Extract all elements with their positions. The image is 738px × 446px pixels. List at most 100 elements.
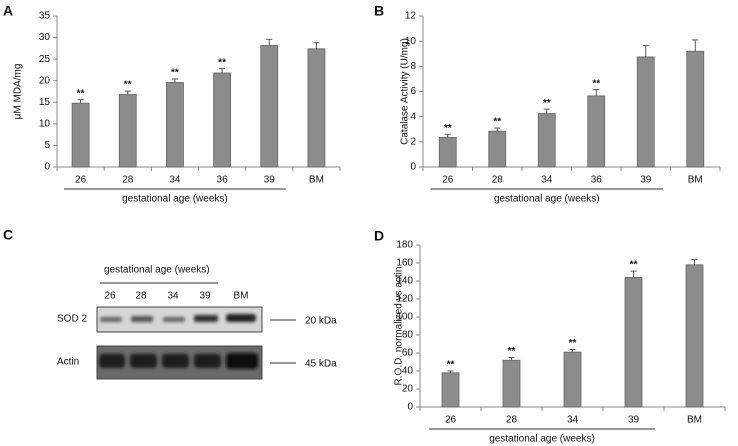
x-tick-label: 36: [591, 175, 603, 186]
error-bar: [313, 42, 320, 49]
bar: [488, 130, 507, 168]
x-tick-label: BM: [687, 415, 702, 426]
x-tick-label: 34: [169, 175, 181, 186]
bar: [260, 44, 279, 168]
x-tick-label: 39: [640, 175, 652, 186]
error-bar: [692, 39, 699, 52]
error-bar: [543, 108, 550, 114]
size-label: 20 kDa: [305, 316, 337, 327]
y-tick-label: 20: [402, 384, 414, 395]
y-tick-label: 12: [405, 11, 417, 22]
x-tick-label: 28: [506, 415, 518, 426]
lane-label: 34: [167, 291, 179, 302]
y-axis-title: μM MDA/mg: [13, 64, 24, 120]
x-tick-label: 34: [541, 175, 553, 186]
bar: [563, 351, 582, 408]
x-tick-label: 36: [217, 175, 229, 186]
y-axis-title: Catalase Activity (U/mg): [400, 38, 411, 145]
x-tick-label: BM: [309, 175, 324, 186]
x-tick-label: BM: [688, 175, 703, 186]
significance-label: **: [447, 360, 455, 371]
y-tick-label: 0: [407, 402, 413, 413]
error-bar: [691, 258, 698, 265]
lane-label: 26: [104, 291, 116, 302]
significance-label: **: [592, 78, 600, 89]
error-bar: [642, 45, 649, 57]
x-axis-title: gestational age (weeks): [122, 194, 228, 205]
y-tick-label: 140: [396, 276, 413, 287]
error-bar: [124, 90, 131, 95]
blot-panel: C gestational age (weeks) 26 28 34 39 BM…: [3, 227, 337, 380]
bar: [624, 276, 643, 408]
y-tick-label: 20: [39, 75, 51, 86]
blot-title: gestational age (weeks): [104, 265, 210, 276]
y-tick-label: 2: [410, 136, 416, 147]
row-label: SOD 2: [57, 314, 87, 325]
significance-label: **: [493, 117, 501, 128]
bar: [587, 95, 606, 168]
bar: [438, 137, 457, 168]
bar: [636, 56, 655, 168]
significance-label: **: [543, 98, 551, 109]
y-tick-label: 160: [396, 258, 413, 269]
x-tick-label: 28: [492, 175, 504, 186]
x-tick-label: 34: [567, 415, 579, 426]
x-axis-title: gestational age (weeks): [489, 434, 595, 445]
error-bar: [569, 348, 576, 353]
bar-chart: D R.O.D. normalized vs actin 0 20 40 60 80 100 1…: [374, 228, 726, 445]
x-tick-label: 39: [264, 175, 276, 186]
y-tick-label: 40: [402, 366, 414, 377]
bar: [537, 113, 556, 168]
significance-label: **: [171, 68, 179, 79]
y-tick-label: 4: [410, 111, 416, 122]
panel-letter: B: [374, 3, 384, 19]
size-label: 45 kDa: [305, 359, 337, 370]
y-tick-label: 30: [39, 32, 51, 43]
y-tick-label: 80: [402, 330, 414, 341]
x-tick-label: 26: [442, 175, 454, 186]
panel-letter: A: [3, 3, 13, 19]
lane-label: 28: [135, 291, 147, 302]
bar: [213, 72, 231, 168]
x-tick-label: 26: [445, 415, 457, 426]
error-bar: [630, 270, 637, 278]
bar: [307, 48, 326, 168]
y-axis-title: R.O.D. normalized vs actin: [394, 267, 405, 386]
bar: [502, 359, 521, 408]
bar: [166, 82, 184, 168]
x-tick-label: 26: [75, 175, 87, 186]
blot-bands: [100, 314, 256, 322]
y-tick-label: 180: [396, 240, 413, 251]
significance-label: **: [124, 80, 132, 91]
error-bar: [77, 99, 84, 104]
error-bar: [171, 78, 178, 83]
significance-label: **: [569, 338, 577, 349]
y-tick-label: 120: [396, 294, 413, 305]
error-bar: [444, 133, 451, 138]
panel-letter: C: [3, 227, 13, 243]
lane-label: BM: [234, 291, 249, 302]
bar: [685, 264, 704, 408]
y-tick-label: 10: [405, 36, 417, 47]
row-label: Actin: [57, 357, 79, 368]
y-tick-label: 5: [44, 140, 50, 151]
bar: [71, 102, 90, 168]
y-tick-label: 0: [44, 162, 50, 173]
significance-label: **: [444, 123, 452, 134]
y-tick-label: 60: [402, 348, 414, 359]
y-tick-label: 15: [39, 97, 51, 108]
significance-label: **: [218, 57, 226, 68]
error-bar: [219, 68, 226, 73]
bar: [441, 372, 460, 408]
error-bar: [494, 127, 501, 132]
error-bar: [593, 89, 600, 96]
significance-label: **: [630, 260, 638, 271]
bar-chart: AμM MDA/mg 0 5 10 15 20 25 30 35 26 ** 28 ** 34 ** 36 **…: [3, 3, 341, 205]
bar: [686, 50, 705, 168]
x-axis-title: gestational age (weeks): [494, 194, 600, 205]
y-tick-label: 100: [396, 312, 413, 323]
y-tick-label: 25: [39, 54, 51, 65]
significance-label: **: [508, 346, 516, 357]
y-tick-label: 35: [39, 11, 51, 22]
